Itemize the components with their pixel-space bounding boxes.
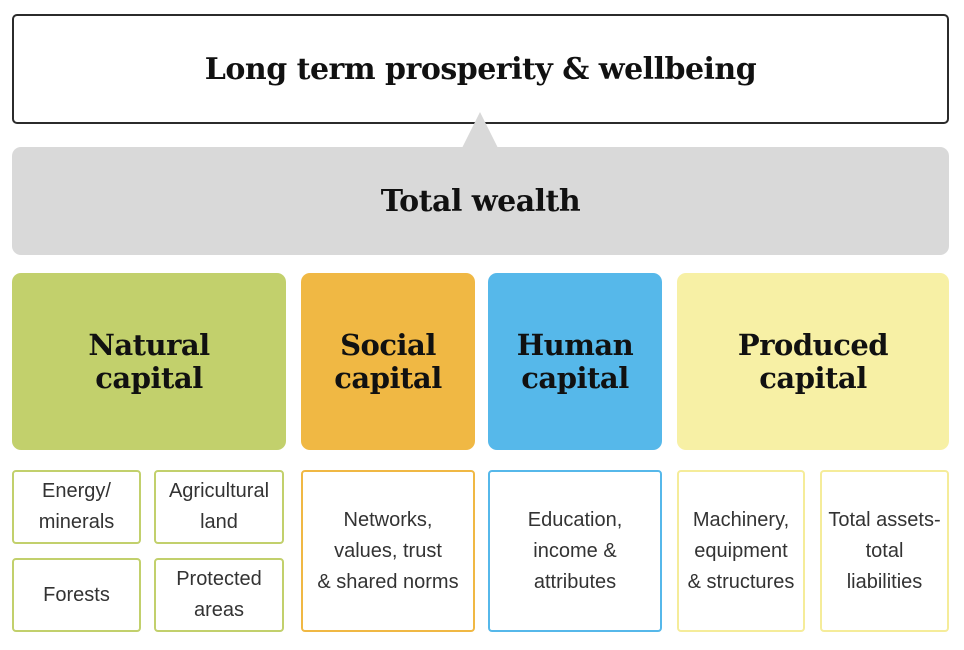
social-item-networks: Networks, values, trust & shared norms — [301, 470, 475, 632]
social-capital-box: Social capital — [301, 273, 475, 450]
human-item-education: Education, income & attributes — [488, 470, 662, 632]
natural-capital-title: Natural capital — [88, 327, 210, 395]
human-capital-box: Human capital — [488, 273, 662, 450]
human-item-label: Education, income & attributes — [527, 508, 623, 593]
produced-item-label: Total assets- total liabilities — [828, 508, 941, 593]
total-wealth-box: Total wealth — [12, 147, 949, 255]
produced-capital-title: Produced capital — [737, 327, 889, 395]
produced-capital-box: Produced capital — [677, 273, 949, 450]
prosperity-box: Long term prosperity & wellbeing — [12, 14, 949, 124]
human-capital-title: Human capital — [516, 327, 634, 395]
total-wealth-title: Total wealth — [380, 183, 581, 219]
natural-item-forests: Forests — [12, 558, 141, 632]
natural-item-energy: Energy/ minerals — [12, 470, 141, 544]
produced-item-label: Machinery, equipment & structures — [687, 508, 795, 593]
natural-item-label: Agricultural land — [168, 480, 270, 533]
produced-item-machinery: Machinery, equipment & structures — [677, 470, 805, 632]
prosperity-title: Long term prosperity & wellbeing — [204, 51, 757, 87]
natural-item-label: Energy/ minerals — [38, 480, 115, 533]
natural-capital-box: Natural capital — [12, 273, 286, 450]
social-item-label: Networks, values, trust & shared norms — [317, 508, 459, 593]
social-capital-title: Social capital — [334, 327, 442, 395]
natural-item-label: Protected areas — [176, 568, 262, 621]
natural-item-protected: Protected areas — [154, 558, 284, 632]
arrow-up-icon — [462, 112, 498, 148]
natural-item-label: Forests — [43, 583, 110, 606]
produced-item-assets: Total assets- total liabilities — [820, 470, 949, 632]
natural-item-agricultural: Agricultural land — [154, 470, 284, 544]
